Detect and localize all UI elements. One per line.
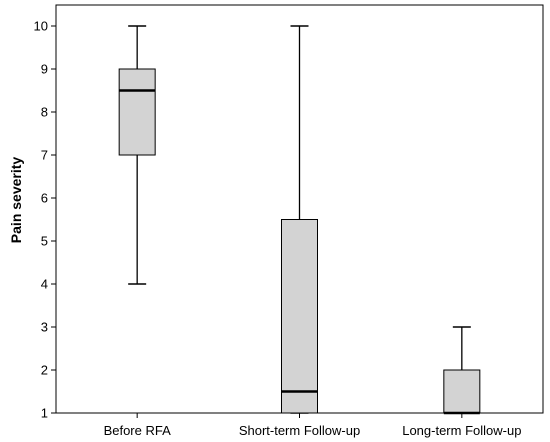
y-tick-label: 10	[34, 19, 48, 34]
y-tick-label: 1	[41, 406, 48, 421]
iqr-box	[118, 68, 156, 156]
y-tick-label: 9	[41, 62, 48, 77]
y-tick-label: 7	[41, 148, 48, 163]
y-tick-label: 3	[41, 320, 48, 335]
x-tick-label: Before RFA	[104, 423, 172, 438]
x-tick-label: Short-term Follow-up	[239, 423, 360, 438]
iqr-box	[443, 369, 481, 414]
box-group	[443, 326, 481, 415]
box-group	[281, 25, 318, 414]
y-tick-label: 5	[41, 234, 48, 249]
y-axis-title: Pain severity	[8, 157, 24, 244]
box-group	[118, 25, 156, 285]
x-axis: Before RFA Short-term Follow-up Long-term …	[104, 413, 521, 438]
x-tick-label: Long-term Follow-up	[402, 423, 521, 438]
y-tick-label: 8	[41, 105, 48, 120]
iqr-box	[281, 219, 318, 414]
y-tick-label: 4	[41, 277, 48, 292]
y-tick-label: 2	[41, 363, 48, 378]
y-tick-label: 6	[41, 191, 48, 206]
boxes	[118, 25, 481, 415]
y-axis: 1 2 3 4 5 6 7 8 9 10	[34, 19, 56, 421]
